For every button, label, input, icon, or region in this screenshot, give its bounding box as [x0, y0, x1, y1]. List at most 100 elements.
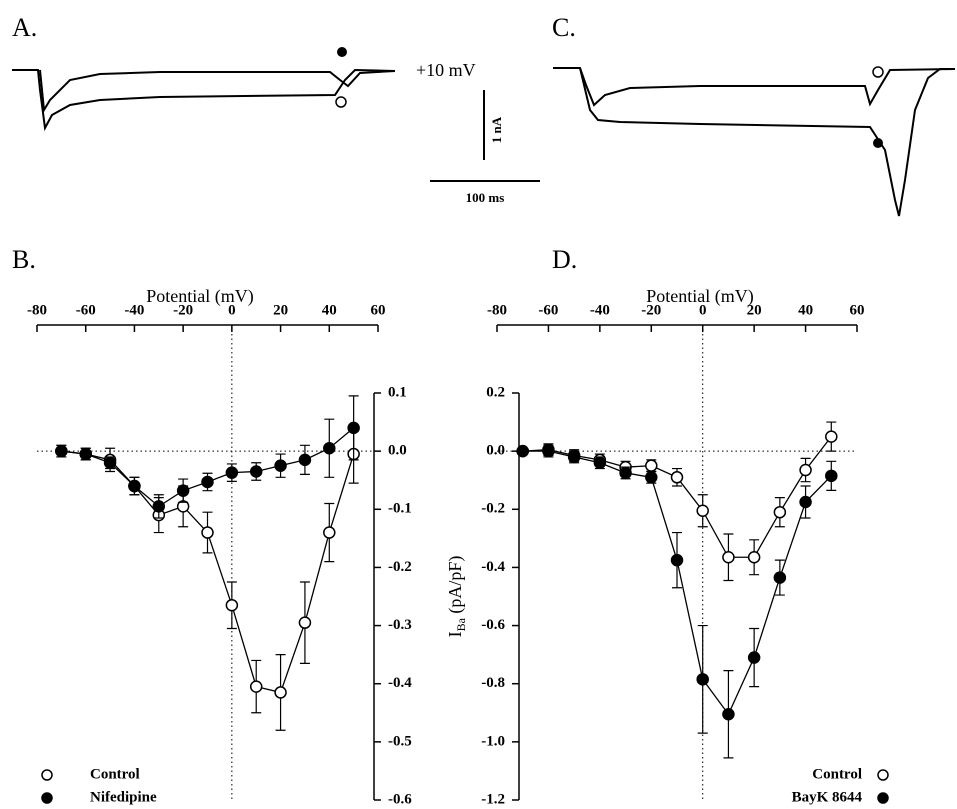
point	[799, 495, 812, 509]
y-tick-label: -0.4	[388, 675, 412, 691]
y-tick-label: -0.6	[481, 617, 505, 633]
point	[567, 450, 581, 464]
y-tick-label: -0.4	[481, 559, 505, 575]
point	[825, 430, 838, 443]
point	[323, 526, 336, 539]
point	[593, 456, 607, 470]
trace	[579, 67, 955, 217]
x-tick-label: 60	[850, 302, 865, 318]
x-tick-label: -40	[124, 302, 144, 318]
x-tick-label: -20	[173, 302, 193, 318]
x-tick-label: -60	[76, 302, 96, 318]
legend-marker	[877, 769, 889, 781]
point	[619, 466, 632, 480]
x-axis-label: Potential (mV)	[146, 286, 253, 307]
legend-label: Nifedipine	[90, 789, 157, 805]
x-tick-label: 40	[798, 302, 813, 318]
point	[773, 505, 787, 519]
point	[696, 673, 709, 686]
x-tick-label: 20	[747, 302, 762, 318]
trace-marker	[335, 96, 347, 108]
y-tick-label: -1.2	[481, 791, 505, 807]
y-tick-label: -0.3	[388, 617, 412, 633]
legend-label: BayK 8644	[792, 789, 863, 805]
trace	[553, 67, 956, 107]
point	[274, 686, 287, 699]
y-tick-label: 0.2	[486, 384, 505, 400]
point	[645, 459, 658, 472]
point	[747, 551, 761, 564]
trace	[12, 68, 396, 132]
point	[103, 456, 117, 470]
y-axis-label: IBa (pA/pF)	[445, 556, 468, 638]
point	[201, 475, 214, 489]
x-tick-label: -80	[487, 302, 507, 318]
y-tick-label: -0.5	[388, 733, 412, 749]
x-tick-label: 60	[371, 302, 386, 318]
point	[722, 551, 735, 564]
point	[323, 441, 336, 455]
point	[773, 571, 787, 584]
panel-label: C.	[552, 13, 576, 42]
point	[79, 447, 92, 461]
panel-label: B.	[12, 245, 36, 274]
point	[298, 453, 312, 467]
trace	[39, 69, 396, 114]
panel-label: A.	[12, 13, 37, 42]
point	[696, 504, 709, 517]
point	[516, 444, 529, 458]
point	[347, 421, 360, 435]
point	[128, 479, 141, 493]
legend-marker	[41, 792, 53, 804]
x-tick-label: -20	[641, 302, 661, 318]
x-tick-label: -60	[538, 302, 558, 318]
x-tick-label: -40	[590, 302, 610, 318]
x-tick-label: -80	[27, 302, 47, 318]
point	[799, 463, 812, 477]
point	[225, 598, 239, 612]
legend-label: Control	[812, 766, 862, 782]
point	[542, 444, 555, 458]
point	[249, 465, 263, 478]
point	[152, 500, 166, 513]
trace-marker	[872, 66, 884, 78]
x-tick-label: 40	[322, 302, 337, 318]
y-tick-label: -0.2	[388, 559, 412, 575]
x-axis-label: Potential (mV)	[646, 286, 753, 307]
point	[645, 471, 658, 484]
x-tick-label: 0	[699, 302, 707, 318]
trace-marker	[337, 47, 347, 57]
point	[670, 553, 684, 567]
point	[722, 707, 735, 721]
y-tick-label: -0.2	[481, 501, 505, 517]
panel-label: D.	[552, 245, 577, 274]
y-axis-label-part: I	[445, 631, 465, 637]
point	[176, 484, 190, 497]
trace-marker	[873, 138, 883, 148]
scale-label: 1 nA	[489, 116, 504, 143]
y-tick-label: 0.1	[388, 384, 407, 400]
point	[825, 469, 838, 483]
point	[274, 459, 287, 472]
y-tick-label: 0.0	[486, 443, 505, 459]
legend-marker	[41, 769, 53, 781]
point	[249, 680, 263, 693]
point	[55, 444, 68, 458]
point	[670, 471, 684, 484]
y-tick-label: -0.6	[388, 791, 412, 807]
point	[747, 651, 761, 664]
y-axis-label-part: (pA/pF)	[445, 556, 466, 619]
point	[298, 616, 312, 629]
series-line	[61, 427, 355, 508]
x-tick-label: 20	[273, 302, 288, 318]
scale-label: 100 ms	[466, 190, 505, 205]
legend-marker	[877, 792, 889, 804]
y-axis-label-part: Ba	[454, 617, 468, 631]
y-tick-label: -0.1	[388, 501, 412, 517]
legend-label: Control	[90, 766, 140, 782]
point	[201, 526, 214, 539]
y-tick-label: 0.0	[388, 443, 407, 459]
point	[225, 466, 239, 479]
x-tick-label: 0	[228, 302, 236, 318]
